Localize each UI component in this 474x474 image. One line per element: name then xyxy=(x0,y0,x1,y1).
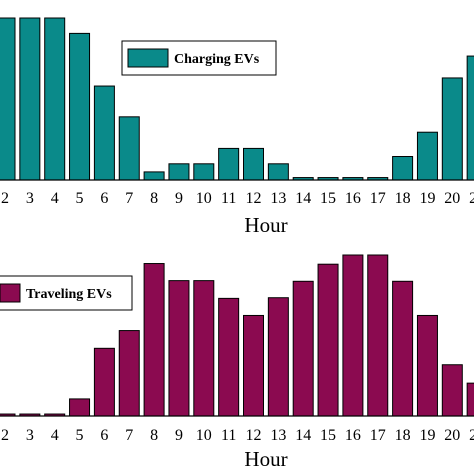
bar-13 xyxy=(267,163,289,181)
x-tick-label-2: 2 xyxy=(1,427,9,444)
x-tick-label-4: 4 xyxy=(51,190,59,207)
bar-20 xyxy=(441,77,463,181)
x-tick-label-7: 7 xyxy=(125,427,133,444)
bar-2 xyxy=(0,17,16,181)
bar-14 xyxy=(292,280,314,417)
x-tick-label-10: 10 xyxy=(196,190,212,207)
bar-9 xyxy=(168,163,190,181)
bar-10 xyxy=(193,280,215,417)
bar-6 xyxy=(93,85,115,181)
bar-8 xyxy=(143,171,165,181)
legend-swatch xyxy=(0,283,21,303)
x-tick-label-20: 20 xyxy=(444,190,460,207)
x-tick-label-15: 15 xyxy=(320,427,336,444)
x-tick-label-2: 2 xyxy=(1,190,9,207)
x-tick-label-18: 18 xyxy=(395,190,411,207)
bar-3 xyxy=(19,17,41,181)
x-tick-label-3: 3 xyxy=(26,427,34,444)
bar-10 xyxy=(193,163,215,181)
bar-20 xyxy=(441,364,463,417)
bar-19 xyxy=(416,131,438,181)
x-tick-label-16: 16 xyxy=(345,427,361,444)
legend-label: Charging EVs xyxy=(174,52,260,67)
bar-18 xyxy=(392,280,414,417)
legend: Charging EVs xyxy=(121,40,277,76)
bar-8 xyxy=(143,263,165,417)
x-tick-label-9: 9 xyxy=(175,190,183,207)
x-tick-label-18: 18 xyxy=(395,427,411,444)
bar-12 xyxy=(243,314,264,417)
bar-7 xyxy=(118,330,140,417)
bar-21 xyxy=(466,55,474,181)
x-tick-label-16: 16 xyxy=(345,190,361,207)
bar-11 xyxy=(218,297,240,417)
x-tick-label-20: 20 xyxy=(444,427,460,444)
x-tick-label-10: 10 xyxy=(196,427,212,444)
x-tick-label-14: 14 xyxy=(295,190,311,207)
x-tick-label-15: 15 xyxy=(320,190,336,207)
bar-12 xyxy=(243,147,264,181)
x-tick-label-3: 3 xyxy=(26,190,34,207)
x-tick-label-12: 12 xyxy=(246,427,262,444)
bar-15 xyxy=(317,263,339,417)
x-tick-label-8: 8 xyxy=(150,427,158,444)
bar-5 xyxy=(69,398,91,417)
x-tick-label-6: 6 xyxy=(100,190,108,207)
x-tick-label-19: 19 xyxy=(419,427,435,444)
bar-4 xyxy=(44,17,66,181)
x-tick-label-5: 5 xyxy=(76,427,84,444)
x-tick-label-11: 11 xyxy=(221,427,236,444)
bar-18 xyxy=(392,156,414,181)
bar-19 xyxy=(416,314,438,417)
x-tick-label-12: 12 xyxy=(246,190,262,207)
legend-swatch xyxy=(127,48,169,68)
x-tick-label-7: 7 xyxy=(125,190,133,207)
bar-11 xyxy=(218,147,240,181)
x-tick-label-6: 6 xyxy=(100,427,108,444)
x-tick-label-4: 4 xyxy=(51,427,59,444)
x-tick-label-13: 13 xyxy=(270,190,286,207)
x-tick-label-19: 19 xyxy=(419,190,435,207)
bar-13 xyxy=(267,297,289,417)
bar-21 xyxy=(466,382,474,417)
legend: Traveling EVs xyxy=(0,275,133,311)
bar-7 xyxy=(118,116,140,181)
x-tick-label-9: 9 xyxy=(175,427,183,444)
x-tick-label-17: 17 xyxy=(370,190,386,207)
bar-6 xyxy=(93,347,115,417)
bar-17 xyxy=(367,254,389,417)
x-tick-label-8: 8 xyxy=(150,190,158,207)
x-tick-label-11: 11 xyxy=(221,190,236,207)
legend-box xyxy=(0,275,133,311)
x-tick-label-21: 21 xyxy=(469,427,474,444)
x-axis-title: Hour xyxy=(244,213,287,237)
x-tick-label-21: 21 xyxy=(469,190,474,207)
x-tick-label-13: 13 xyxy=(270,427,286,444)
bar-5 xyxy=(69,32,91,181)
bar-9 xyxy=(168,280,190,417)
x-axis-title: Hour xyxy=(244,447,287,471)
x-tick-label-14: 14 xyxy=(295,427,311,444)
x-tick-label-17: 17 xyxy=(370,427,386,444)
x-tick-label-5: 5 xyxy=(76,190,84,207)
legend-label: Traveling EVs xyxy=(26,287,112,302)
legend-box xyxy=(121,40,277,76)
bar-16 xyxy=(342,254,364,417)
